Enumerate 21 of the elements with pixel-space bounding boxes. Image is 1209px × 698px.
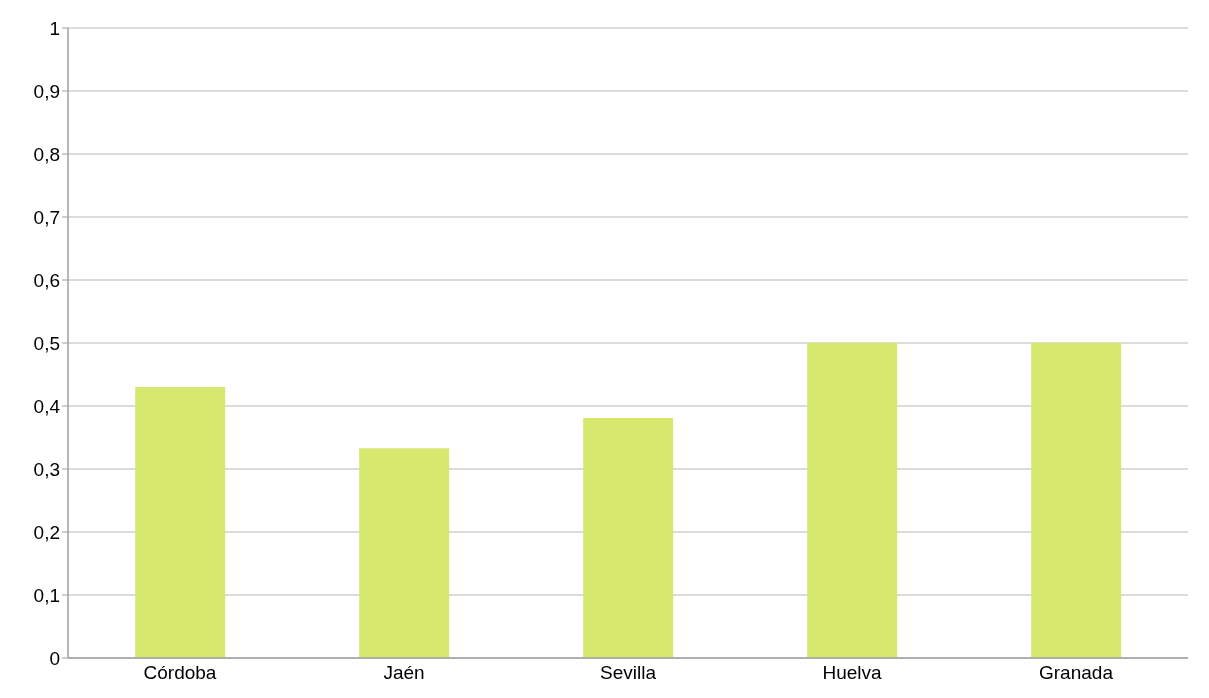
x-tick-label: Granada [1039,662,1114,684]
bar [135,387,226,658]
y-tick-label: 0,6 [33,269,60,291]
x-tick-label: Jaén [383,662,425,684]
bar [807,343,898,658]
y-tick-label: 0,2 [33,521,60,543]
y-tick-label: 0,1 [33,584,60,606]
y-tick-label: 0,4 [33,395,61,417]
y-tick-label: 0,9 [33,80,60,102]
x-tick-label: Sevilla [600,662,657,684]
y-tick-label: 0,8 [33,143,60,165]
x-tick-label: Huelva [822,662,882,684]
y-tick-label: 1 [49,17,60,39]
bar [1031,343,1122,658]
bar [359,448,450,658]
y-tick-label: 0,3 [33,458,60,480]
x-tick-label: Córdoba [143,662,217,684]
y-tick-label: 0,7 [33,206,60,228]
bar [583,417,674,658]
y-tick-label: 0 [49,647,60,669]
y-tick-label: 0,5 [33,332,60,354]
